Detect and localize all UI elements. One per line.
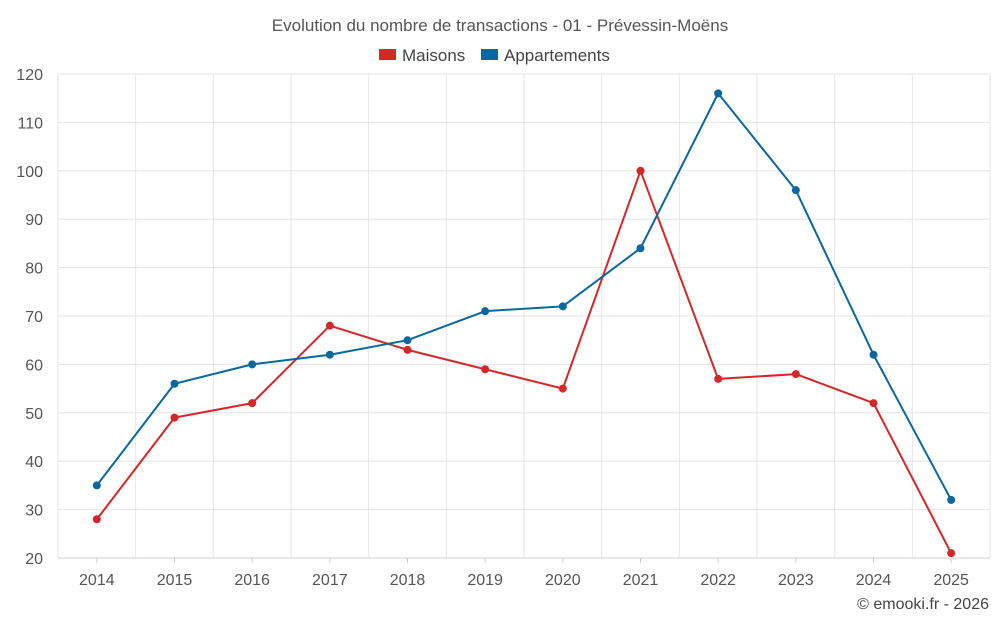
x-tick-label: 2014 [79,572,115,589]
data-point-maisons[interactable] [869,399,878,408]
credit-text: © emooki.fr - 2026 [857,596,989,613]
legend-swatch-appartements[interactable] [481,49,498,60]
x-tick-label: 2022 [700,572,736,589]
data-point-maisons[interactable] [170,413,179,422]
data-point-appartements[interactable] [869,350,878,359]
data-point-appartements[interactable] [558,302,567,311]
series-appartements [92,89,956,504]
data-point-maisons[interactable] [558,384,567,393]
y-tick-label: 60 [25,357,43,374]
x-tick-label: 2021 [623,572,659,589]
data-point-maisons[interactable] [947,549,956,558]
x-tick-label: 2023 [778,572,814,589]
x-tick-label: 2017 [312,572,348,589]
series [92,89,956,558]
data-point-maisons[interactable] [791,370,800,379]
series-line-appartements [96,92,953,501]
data-point-appartements[interactable] [325,350,334,359]
y-tick-label: 30 [25,503,43,520]
series-maisons [92,166,956,558]
series-line-maisons [96,169,953,554]
legend-swatch-maisons[interactable] [379,49,396,60]
data-point-appartements[interactable] [791,186,800,195]
data-point-appartements[interactable] [636,244,645,253]
x-tick-label: 2024 [856,572,892,589]
chart-title: Evolution du nombre de transactions - 01… [272,16,728,35]
legend-label-appartements[interactable]: Appartements [504,46,610,65]
x-tick-label: 2025 [933,572,969,589]
data-point-appartements[interactable] [714,89,723,98]
y-tick-label: 20 [25,551,43,568]
data-point-appartements[interactable] [248,360,257,369]
data-point-appartements[interactable] [947,495,956,504]
data-point-maisons[interactable] [403,345,412,354]
y-tick-label: 70 [25,309,43,326]
data-point-maisons[interactable] [636,166,645,175]
x-tick-label: 2015 [157,572,193,589]
axes: 20 30 40 50 60 70 80 90 100 110 120 2014 2015 2016 201… [16,67,990,589]
y-tick-label: 120 [16,67,43,84]
data-point-appartements[interactable] [481,307,490,316]
x-tick-label: 2020 [545,572,581,589]
x-tick-label: 2018 [390,572,426,589]
data-point-maisons[interactable] [92,515,101,524]
data-point-maisons[interactable] [714,374,723,383]
legend-label-maisons[interactable]: Maisons [402,46,465,65]
grid [57,73,991,559]
data-point-appartements[interactable] [403,336,412,345]
y-tick-label: 100 [16,164,43,181]
legend: Maisons Appartements [379,46,610,65]
x-tick-label: 2019 [467,572,503,589]
data-point-appartements[interactable] [92,481,101,490]
y-tick-label: 110 [17,115,43,132]
data-point-maisons[interactable] [481,365,490,374]
data-point-maisons[interactable] [248,399,257,408]
data-point-appartements[interactable] [170,379,179,388]
y-tick-label: 90 [25,212,43,229]
y-tick-label: 50 [25,406,43,423]
y-tick-label: 80 [25,261,43,278]
x-tick-label: 2016 [234,572,270,589]
data-point-maisons[interactable] [325,321,334,330]
y-tick-label: 40 [25,454,43,471]
